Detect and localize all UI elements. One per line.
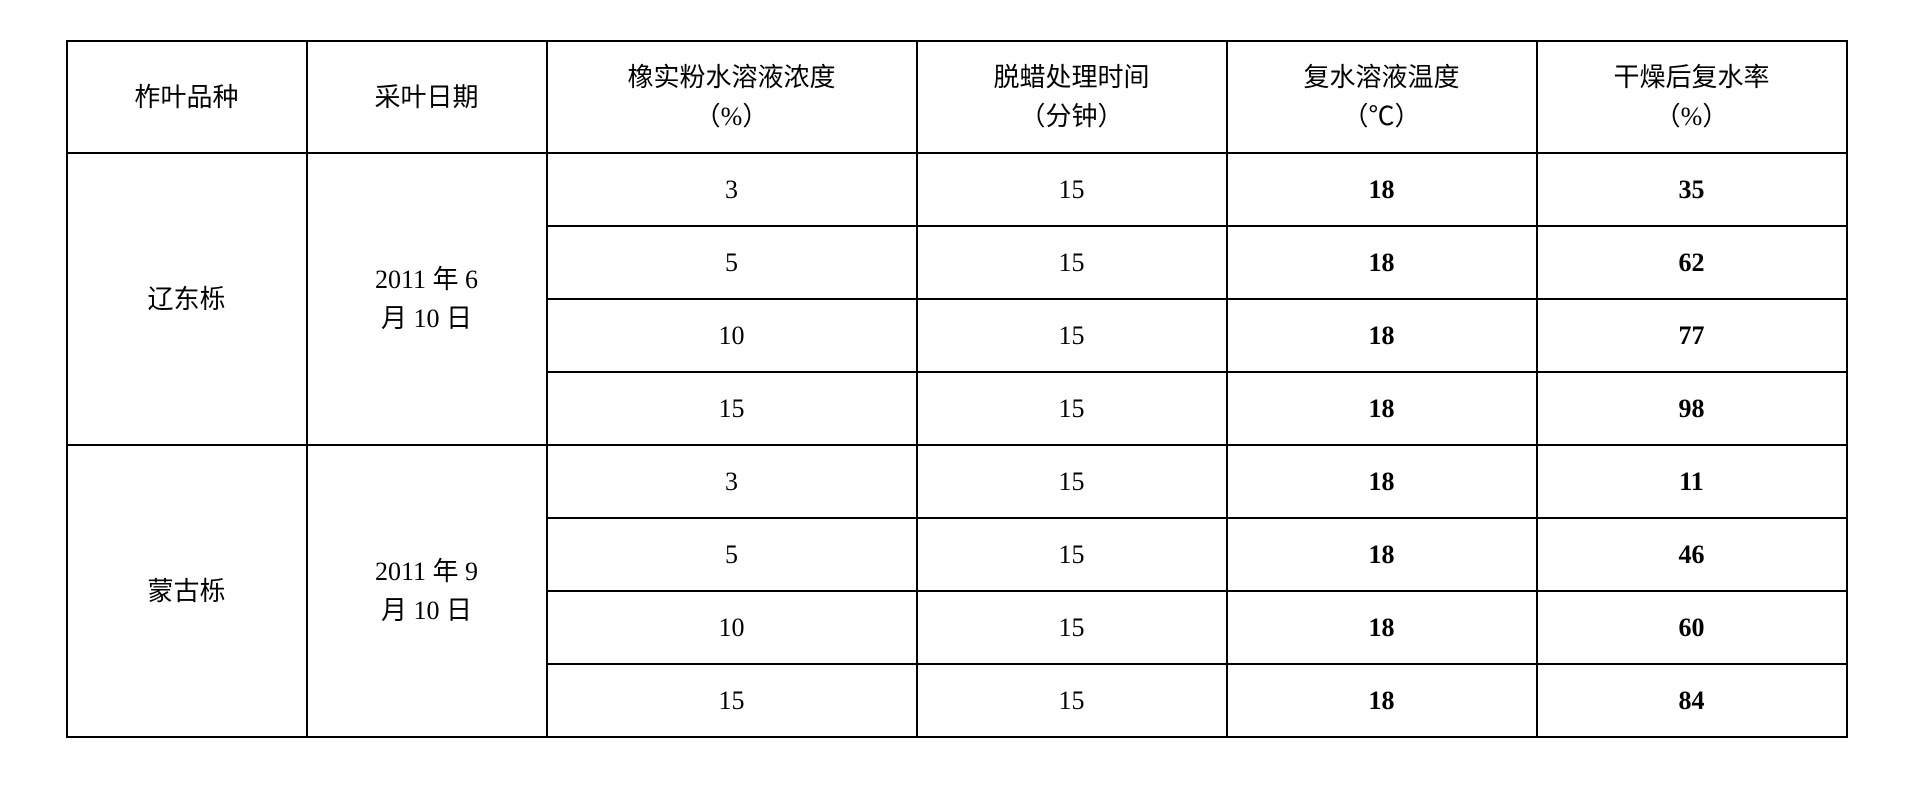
cell-concentration: 5 — [547, 226, 917, 299]
col-header-concentration: 橡实粉水溶液浓度 （%） — [547, 41, 917, 153]
cell-temperature: 18 — [1227, 299, 1537, 372]
date-line2: 月 10 日 — [381, 304, 472, 333]
header-text: 干燥后复水率 — [1613, 63, 1769, 92]
cell-dewax-time: 15 — [917, 372, 1227, 445]
header-unit: （分钟） — [1019, 102, 1123, 131]
cell-dewax-time: 15 — [917, 664, 1227, 737]
cell-temperature: 18 — [1227, 153, 1537, 226]
header-unit: （%） — [1655, 102, 1729, 131]
cell-concentration: 10 — [547, 591, 917, 664]
cell-dewax-time: 15 — [917, 591, 1227, 664]
cell-dewax-time: 15 — [917, 518, 1227, 591]
header-unit: （%） — [695, 102, 769, 131]
col-header-dewax-time: 脱蜡处理时间 （分钟） — [917, 41, 1227, 153]
cell-temperature: 18 — [1227, 226, 1537, 299]
data-table: 柞叶品种 采叶日期 橡实粉水溶液浓度 （%） 脱蜡处理时间 （分钟） 复水溶液温… — [66, 40, 1848, 738]
cell-date: 2011 年 9 月 10 日 — [307, 445, 547, 737]
cell-concentration: 15 — [547, 372, 917, 445]
cell-concentration: 3 — [547, 153, 917, 226]
header-text: 橡实粉水溶液浓度 — [627, 63, 835, 92]
cell-rehydration: 62 — [1537, 226, 1847, 299]
cell-rehydration: 35 — [1537, 153, 1847, 226]
col-header-rehydration: 干燥后复水率 （%） — [1537, 41, 1847, 153]
variety-text: 辽东栎 — [147, 285, 225, 314]
header-text: 采叶日期 — [374, 83, 478, 112]
cell-dewax-time: 15 — [917, 153, 1227, 226]
cell-concentration: 5 — [547, 518, 917, 591]
date-line2: 月 10 日 — [381, 596, 472, 625]
variety-text: 蒙古栎 — [147, 577, 225, 606]
cell-dewax-time: 15 — [917, 226, 1227, 299]
date-line1: 2011 年 9 — [375, 557, 478, 586]
cell-variety: 蒙古栎 — [67, 445, 307, 737]
table-header-row: 柞叶品种 采叶日期 橡实粉水溶液浓度 （%） 脱蜡处理时间 （分钟） 复水溶液温… — [67, 41, 1847, 153]
header-text: 复水溶液温度 — [1303, 63, 1459, 92]
table-row: 辽东栎 2011 年 6 月 10 日 3 15 18 35 — [67, 153, 1847, 226]
cell-date: 2011 年 6 月 10 日 — [307, 153, 547, 445]
cell-concentration: 3 — [547, 445, 917, 518]
cell-temperature: 18 — [1227, 445, 1537, 518]
cell-rehydration: 77 — [1537, 299, 1847, 372]
header-text: 脱蜡处理时间 — [993, 63, 1149, 92]
date-line1: 2011 年 6 — [375, 265, 478, 294]
cell-rehydration: 60 — [1537, 591, 1847, 664]
header-unit: （℃） — [1342, 102, 1420, 131]
cell-dewax-time: 15 — [917, 445, 1227, 518]
cell-concentration: 10 — [547, 299, 917, 372]
cell-rehydration: 46 — [1537, 518, 1847, 591]
col-header-temperature: 复水溶液温度 （℃） — [1227, 41, 1537, 153]
cell-variety: 辽东栎 — [67, 153, 307, 445]
table-row: 蒙古栎 2011 年 9 月 10 日 3 15 18 11 — [67, 445, 1847, 518]
col-header-date: 采叶日期 — [307, 41, 547, 153]
cell-rehydration: 84 — [1537, 664, 1847, 737]
cell-rehydration: 11 — [1537, 445, 1847, 518]
cell-temperature: 18 — [1227, 372, 1537, 445]
cell-temperature: 18 — [1227, 664, 1537, 737]
cell-dewax-time: 15 — [917, 299, 1227, 372]
col-header-variety: 柞叶品种 — [67, 41, 307, 153]
cell-rehydration: 98 — [1537, 372, 1847, 445]
cell-concentration: 15 — [547, 664, 917, 737]
cell-temperature: 18 — [1227, 518, 1537, 591]
cell-temperature: 18 — [1227, 591, 1537, 664]
header-text: 柞叶品种 — [134, 83, 238, 112]
